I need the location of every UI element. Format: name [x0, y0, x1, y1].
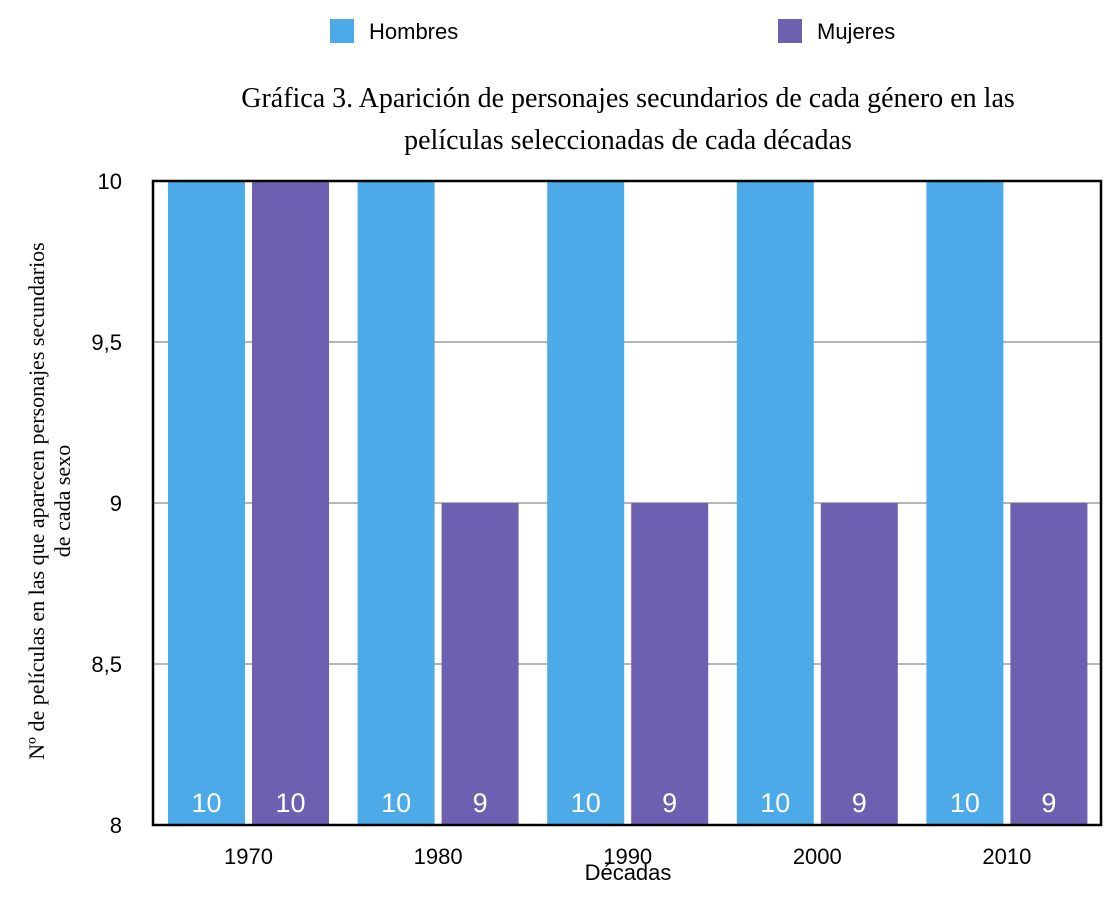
legend-swatch-mujeres: [778, 19, 802, 43]
legend-label-mujeres: Mujeres: [817, 19, 895, 44]
bar-value-label: 10: [950, 788, 980, 818]
x-tick-label: 2000: [793, 844, 842, 869]
bar-mujeres-1990: [631, 503, 708, 825]
bar-hombres-2000: [737, 181, 814, 825]
bar-hombres-1990: [547, 181, 624, 825]
bar-hombres-2010: [926, 181, 1003, 825]
bar-value-label: 10: [275, 788, 305, 818]
x-tick-label: 1980: [414, 844, 463, 869]
bar-value-label: 10: [571, 788, 601, 818]
legend-swatch-hombres: [330, 19, 354, 43]
legend: Hombres Mujeres: [330, 19, 895, 44]
bar-hombres-1980: [358, 181, 435, 825]
bar-mujeres-1980: [442, 503, 519, 825]
bar-value-label: 9: [1041, 788, 1056, 818]
bar-value-label: 10: [381, 788, 411, 818]
legend-label-hombres: Hombres: [369, 19, 458, 44]
bar-value-label: 10: [760, 788, 790, 818]
y-tick-label: 8,5: [91, 652, 122, 677]
y-axis-title: Nº de películas en las que aparecen pers…: [24, 242, 75, 760]
bar-mujeres-2010: [1010, 503, 1087, 825]
bar-value-label: 9: [662, 788, 677, 818]
x-tick-label: 1970: [224, 844, 273, 869]
y-axis-title-line-1: Nº de películas en las que aparecen pers…: [24, 242, 49, 760]
bar-value-label: 10: [191, 788, 221, 818]
bar-mujeres-2000: [821, 503, 898, 825]
bar-value-label: 9: [473, 788, 488, 818]
bar-value-label: 9: [852, 788, 867, 818]
y-axis-title-line-2: de cada sexo: [50, 445, 75, 557]
x-tick-label: 2010: [982, 844, 1031, 869]
bar-mujeres-1970: [252, 181, 329, 825]
chart-title-line-1: Gráfica 3. Aparición de personajes secun…: [241, 83, 1015, 114]
x-axis-title: Décadas: [585, 860, 672, 885]
y-axis-ticks: 8 8,5 9 9,5 10: [91, 169, 122, 838]
y-tick-label: 9,5: [91, 330, 122, 355]
y-tick-label: 9: [110, 491, 122, 516]
bar-hombres-1970: [168, 181, 245, 825]
chart-title-line-2: películas seleccionadas de cada décadas: [404, 125, 852, 156]
y-tick-label: 10: [98, 169, 122, 194]
y-tick-label: 8: [110, 813, 122, 838]
